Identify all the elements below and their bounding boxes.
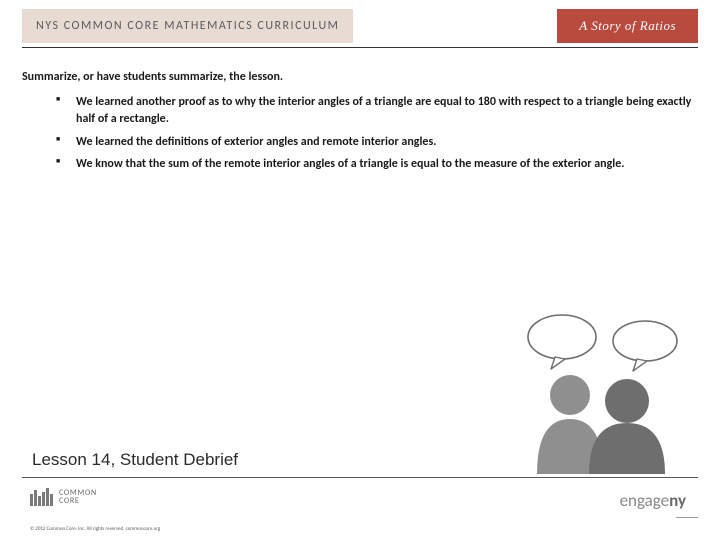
logo-text: COMMON CORE xyxy=(59,489,97,505)
header: NYS COMMON CORE MATHEMATICS CURRICULUM A… xyxy=(22,9,698,43)
engage-suffix: ny xyxy=(669,490,686,511)
header-rule xyxy=(22,47,698,48)
bullet-item: We learned another proof as to why the i… xyxy=(56,94,698,128)
footer-rule xyxy=(22,477,698,478)
footer: COMMON CORE © 2012 Common Core, Inc. All… xyxy=(22,482,698,540)
header-left-panel: NYS COMMON CORE MATHEMATICS CURRICULUM xyxy=(22,9,353,43)
copyright-text: © 2012 Common Core, Inc. All rights rese… xyxy=(30,526,160,532)
common-core-logo: COMMON CORE xyxy=(30,488,97,506)
content-area: Summarize, or have students summarize, t… xyxy=(22,70,698,179)
bullet-item: We know that the sum of the remote inter… xyxy=(56,156,698,173)
header-right-panel: A Story of Ratios xyxy=(557,9,698,43)
page-dash xyxy=(676,517,698,518)
lesson-title: Lesson 14, Student Debrief xyxy=(32,450,238,470)
engage-prefix: engage xyxy=(620,490,670,511)
bullet-item: We learned the definitions of exterior a… xyxy=(56,134,698,151)
logo-line2: CORE xyxy=(59,497,97,505)
logo-bars-icon xyxy=(30,488,53,506)
story-title: A Story of Ratios xyxy=(579,18,676,34)
bullet-list: We learned another proof as to why the i… xyxy=(22,94,698,173)
discussion-illustration xyxy=(507,309,692,474)
curriculum-title: NYS COMMON CORE MATHEMATICS CURRICULUM xyxy=(36,19,339,33)
summary-text: Summarize, or have students summarize, t… xyxy=(22,70,698,84)
engage-ny-logo: engageny xyxy=(620,490,686,511)
